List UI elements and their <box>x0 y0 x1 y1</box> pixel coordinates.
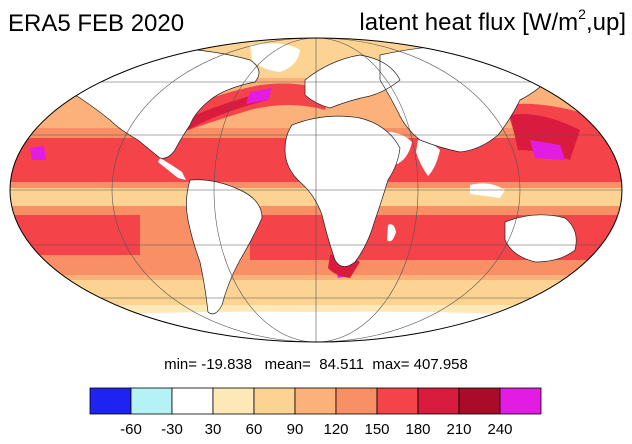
colorbar-swatch <box>212 387 255 415</box>
max-label: max= <box>372 356 410 373</box>
south-america <box>186 179 262 314</box>
indonesia <box>470 183 505 198</box>
colorbar-swatch <box>499 387 542 415</box>
colorbar-swatch <box>294 387 337 415</box>
colorbar-tick-label: 150 <box>364 421 389 438</box>
pacific-extreme <box>30 146 46 160</box>
colorbar-swatch <box>376 387 419 415</box>
kuroshio-extreme <box>530 140 565 160</box>
min-value: -19.838 <box>201 356 253 373</box>
madagascar <box>387 224 396 242</box>
colorbar-tick-label: -60 <box>120 421 142 438</box>
kuroshio-core <box>510 114 580 160</box>
arabia <box>380 131 412 165</box>
max-value: 407.958 <box>413 356 468 373</box>
graticule <box>10 38 622 342</box>
europe <box>305 55 400 108</box>
map-variable-title: latent heat flux [W/m2,up] <box>359 6 626 37</box>
variable-label: latent heat flux [W/m <box>359 9 579 36</box>
colorbar-tick-label: 120 <box>323 421 348 438</box>
colorbar-tick-label: 30 <box>205 421 222 438</box>
variable-unit-superscript: 2 <box>578 6 586 22</box>
colorbar-tick-label: 60 <box>246 421 263 438</box>
india <box>416 140 440 176</box>
colorbar-swatch <box>171 387 214 415</box>
central-america <box>158 158 186 180</box>
greenland <box>250 43 300 72</box>
colorbar-swatch <box>253 387 296 415</box>
globe-outline <box>9 37 623 343</box>
map-dataset-title: ERA5 FEB 2020 <box>8 10 185 37</box>
colorbar-tick-label: -30 <box>161 421 183 438</box>
min-label: min= <box>164 356 198 373</box>
mean-value: 84.511 <box>319 356 365 373</box>
statistics-line: min= -19.838 mean= 84.511 max= 407.958 <box>0 356 632 373</box>
colorbar-tick-label: 210 <box>446 421 471 438</box>
colorbar-swatch <box>458 387 501 415</box>
australia <box>505 214 577 262</box>
colorbar-tick-label: 180 <box>405 421 430 438</box>
colorbar-tick-label: 90 <box>287 421 304 438</box>
colorbar-swatch <box>89 387 132 415</box>
gulf-stream <box>170 83 330 135</box>
africa <box>285 116 400 267</box>
mean-label: mean= <box>264 356 311 373</box>
colorbar-swatch <box>417 387 460 415</box>
colorbar-swatch <box>130 387 173 415</box>
gulf-stream-extreme <box>246 88 272 104</box>
variable-suffix: ,up] <box>585 9 626 36</box>
gulf-stream-core <box>180 92 268 130</box>
colorbar-tick-label: 240 <box>487 421 512 438</box>
colorbar-swatch <box>335 387 378 415</box>
